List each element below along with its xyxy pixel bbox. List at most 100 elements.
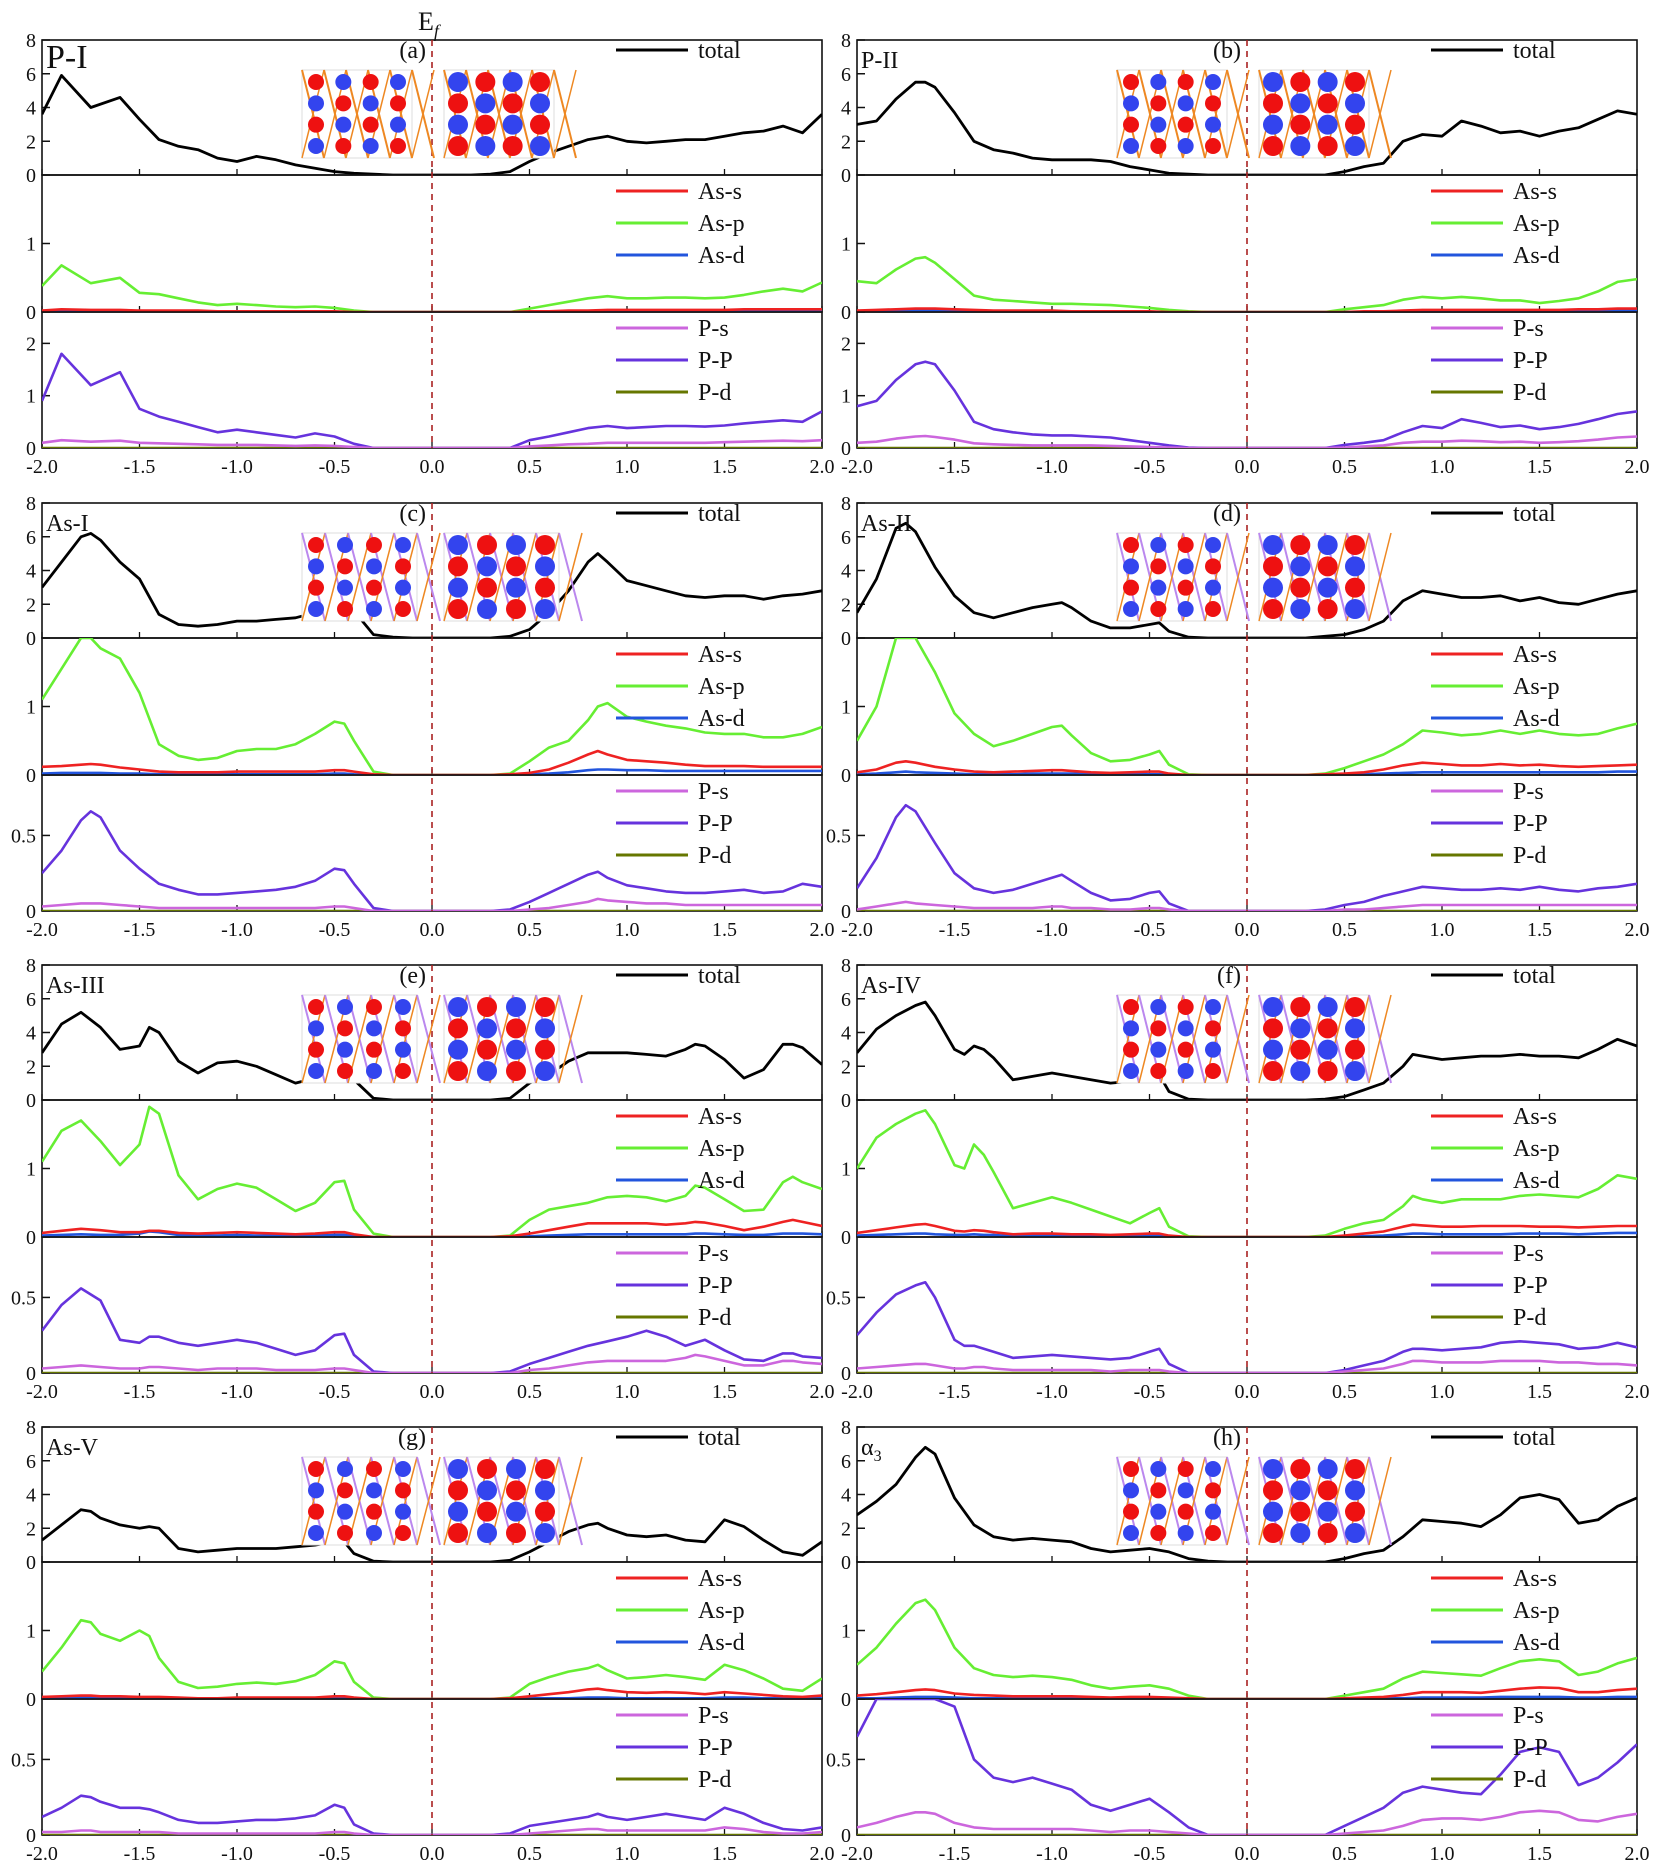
y-tick-label: 6 xyxy=(26,989,36,1011)
atom-blue xyxy=(362,138,379,154)
atom-red xyxy=(535,1501,555,1522)
atom-blue xyxy=(308,558,324,575)
atom-blue xyxy=(1150,999,1167,1015)
inset-bond xyxy=(1226,532,1250,622)
atom-red xyxy=(308,579,324,596)
fermi-label-main: E xyxy=(418,7,434,36)
atom-blue xyxy=(308,138,324,154)
atom-blue xyxy=(1345,1480,1365,1501)
atom-red xyxy=(366,1503,382,1520)
series-group xyxy=(42,532,822,638)
series-line-p-s xyxy=(857,434,1637,448)
y-tick-label: 0.5 xyxy=(11,1749,36,1771)
structure-inset-left xyxy=(301,1456,441,1546)
series-group xyxy=(857,1699,1637,1835)
atom-red xyxy=(1345,577,1365,598)
legend-label: P-P xyxy=(698,348,733,374)
atom-red xyxy=(1205,558,1221,575)
y-tick-label: 8 xyxy=(26,493,36,515)
chart-panel-2: 0 2 4 6 8 total 0 1 As-s As-p As-d 0 1 2 P-s P-P P-d -2.0… xyxy=(841,30,1650,478)
y-tick-label: 6 xyxy=(841,527,851,549)
atom-red xyxy=(506,599,526,619)
atom-blue xyxy=(308,1020,324,1037)
series-line-as-d xyxy=(857,1231,1637,1237)
legend-label: P-s xyxy=(1513,1241,1544,1267)
atom-blue xyxy=(1205,579,1221,596)
x-tick-label: -2.0 xyxy=(841,919,873,941)
series-line-p-s xyxy=(42,1353,822,1373)
atom-red xyxy=(1205,601,1221,617)
x-tick-label: 0.5 xyxy=(517,456,542,478)
atom-red xyxy=(1205,1020,1221,1037)
atom-red xyxy=(1263,93,1283,114)
x-tick-label: 2.0 xyxy=(1625,456,1650,478)
series-line-p-s xyxy=(42,1826,822,1835)
x-tick-label: -1.0 xyxy=(221,919,253,941)
inset-bond xyxy=(416,994,441,1084)
atom-red xyxy=(1290,1039,1311,1060)
atom-red xyxy=(1123,1461,1139,1477)
panel-name-text: As-IV xyxy=(861,973,922,999)
series-group xyxy=(42,1794,822,1835)
atom-red xyxy=(1263,136,1283,156)
x-tick-label: 1.0 xyxy=(615,1843,640,1865)
x-tick-label: -2.0 xyxy=(26,1843,58,1865)
series-line-as-s xyxy=(857,1686,1637,1699)
legend-label: As-d xyxy=(698,243,745,269)
atom-red xyxy=(1290,577,1311,598)
atom-blue xyxy=(1150,1503,1167,1520)
series-group xyxy=(857,1281,1637,1373)
atom-blue xyxy=(1123,1063,1139,1079)
series-group xyxy=(857,80,1637,175)
y-tick-label: 1 xyxy=(26,697,36,719)
panel-name: As-II xyxy=(861,511,912,537)
atom-blue xyxy=(1205,1503,1221,1520)
legend-label: As-s xyxy=(698,1566,742,1592)
atom-red xyxy=(1317,1480,1338,1501)
series-line-as-s xyxy=(857,307,1637,312)
atom-red xyxy=(1205,1482,1221,1499)
y-tick-label: 0 xyxy=(841,438,851,460)
chart-panel-3: 0 2 4 6 8 total 0 1 As-s As-p As-d 0 0.5 P-s P-P P-d -2.… xyxy=(11,493,835,941)
atom-red xyxy=(535,1039,555,1060)
atom-blue xyxy=(448,997,468,1017)
series-line-total xyxy=(857,80,1637,175)
atom-red xyxy=(308,1041,324,1058)
atom-blue xyxy=(1263,1039,1283,1060)
atom-blue xyxy=(477,599,497,619)
y-tick-label: 4 xyxy=(841,1023,851,1045)
y-tick-label: 0 xyxy=(26,1825,36,1847)
y-tick-label: 2 xyxy=(26,1518,36,1540)
atom-red xyxy=(337,1482,353,1499)
atom-red xyxy=(1150,601,1167,617)
atom-blue xyxy=(535,1523,555,1543)
structure-inset-right xyxy=(443,994,583,1084)
legend-label: As-s xyxy=(698,179,742,205)
x-tick-label: 1.0 xyxy=(1430,1843,1455,1865)
legend-label: total xyxy=(1513,963,1556,989)
y-tick-label: 4 xyxy=(26,98,36,120)
atom-blue xyxy=(1150,579,1167,596)
atom-blue xyxy=(1177,1063,1194,1079)
atom-red xyxy=(1177,579,1194,596)
panel-name: α3 xyxy=(861,1435,882,1465)
atom-blue xyxy=(506,1039,526,1060)
atom-blue xyxy=(477,556,497,577)
atom-blue xyxy=(1263,1501,1283,1522)
atom-red xyxy=(535,1459,555,1479)
x-tick-label: 0.5 xyxy=(1332,1843,1357,1865)
atom-blue xyxy=(475,136,496,156)
inset-bond xyxy=(1226,1456,1250,1546)
atom-blue xyxy=(1177,1020,1194,1037)
y-tick-label: 0.5 xyxy=(826,1749,851,1771)
atom-blue xyxy=(475,93,496,114)
x-tick-label: -0.5 xyxy=(1134,919,1166,941)
atom-blue xyxy=(1263,1459,1283,1479)
x-tick-label: -0.5 xyxy=(1134,1381,1166,1403)
atom-red xyxy=(395,1525,411,1541)
atom-blue xyxy=(1345,1018,1365,1039)
series-line-as-s xyxy=(42,749,822,775)
atom-blue xyxy=(337,999,353,1015)
series-line-p-p xyxy=(42,1794,822,1835)
atom-red xyxy=(337,558,353,575)
